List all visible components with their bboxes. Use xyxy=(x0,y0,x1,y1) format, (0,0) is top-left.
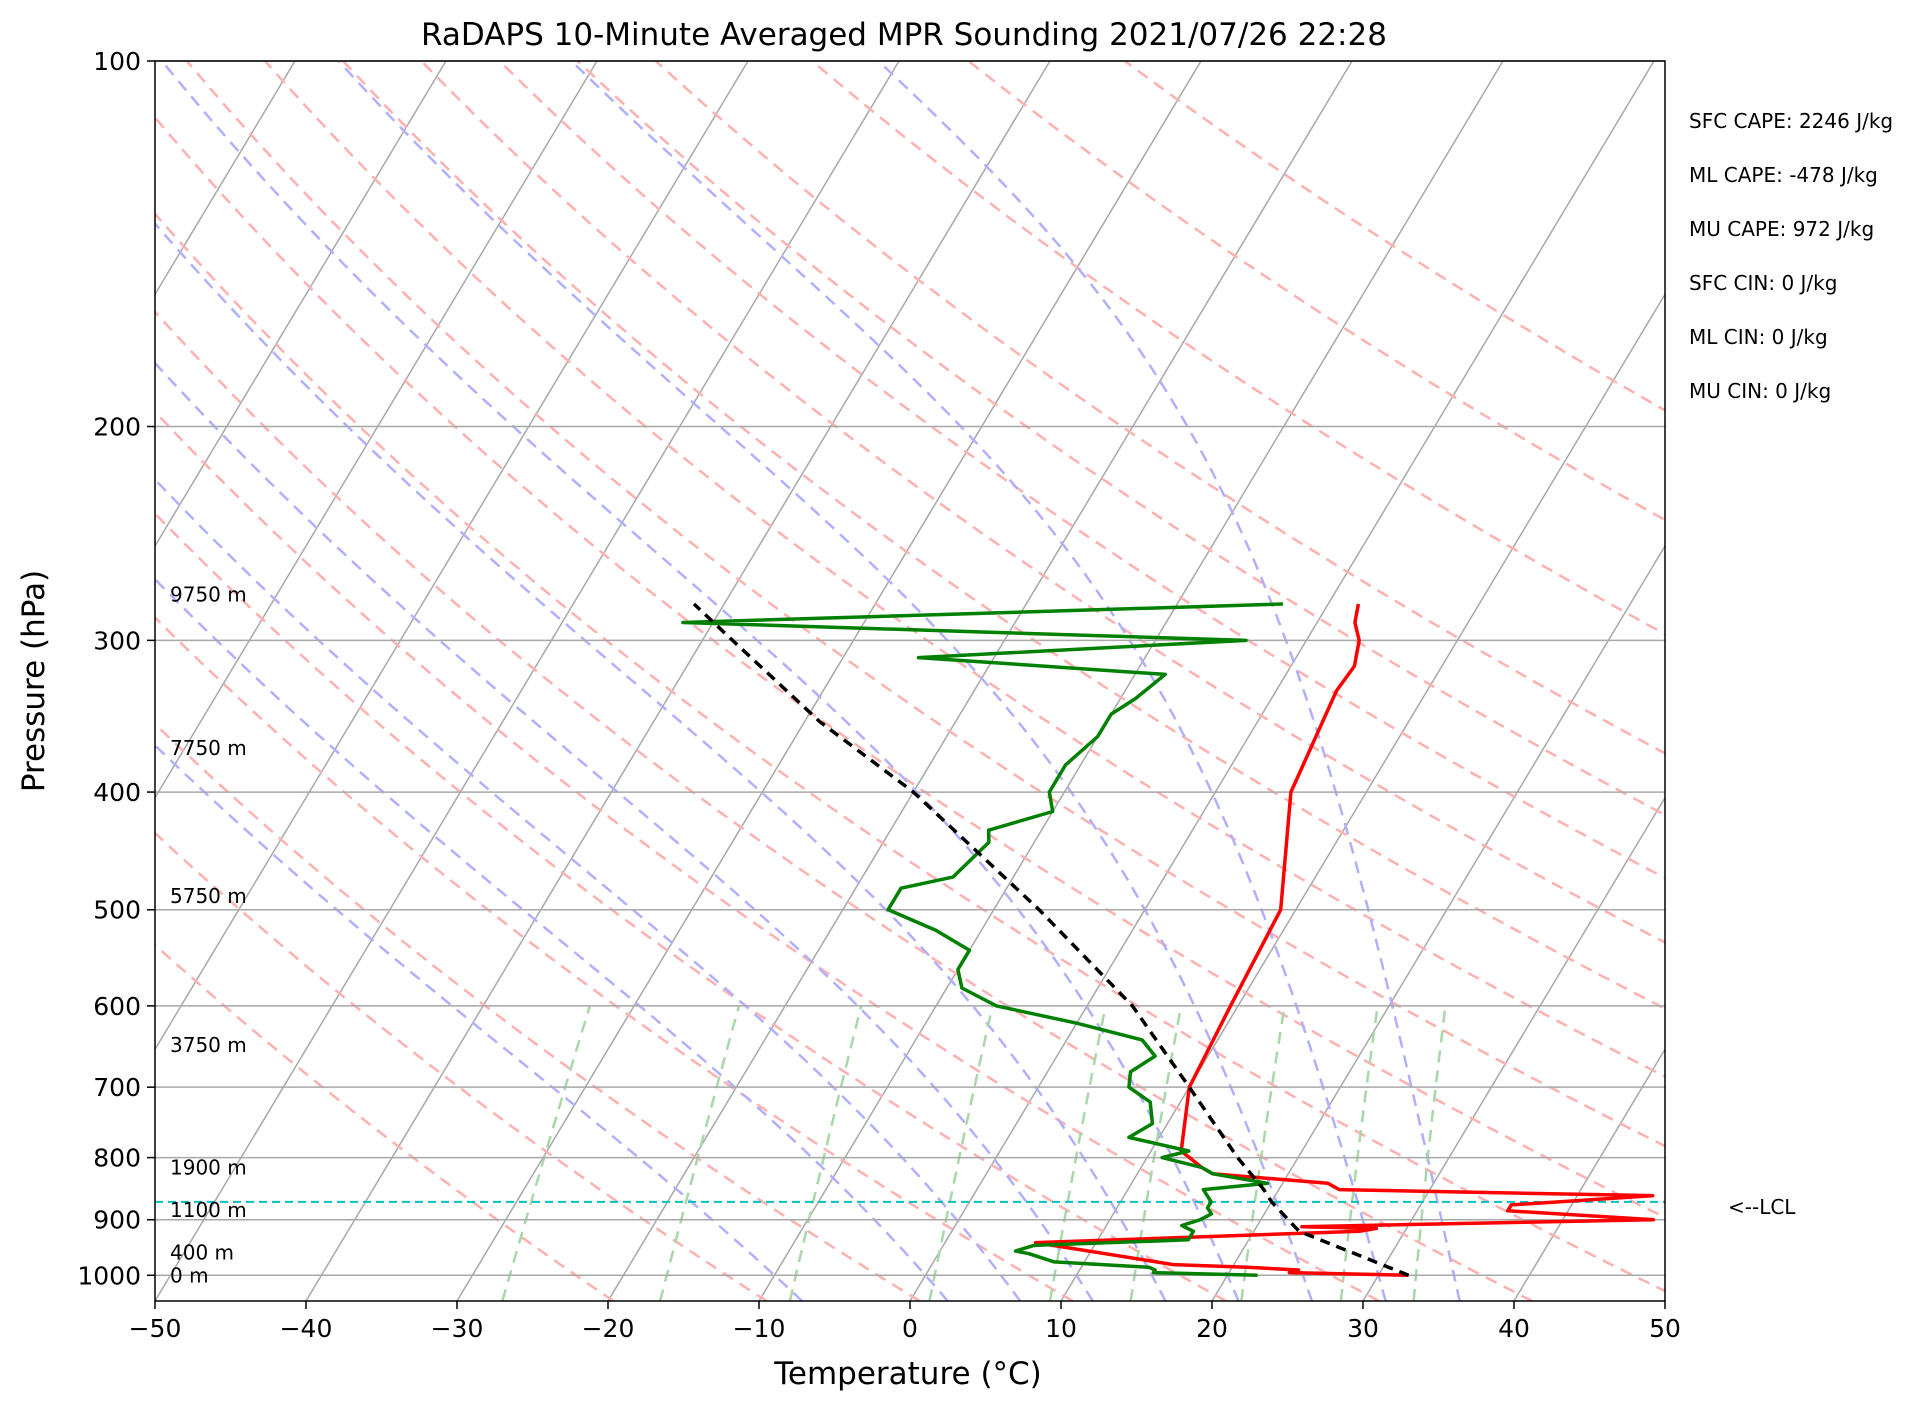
height-label: 0 m xyxy=(170,1263,209,1287)
y-axis-ticks: 100 200 300 400 500 600 700 800 900 1000 xyxy=(77,47,155,1290)
height-label: 5750 m xyxy=(170,884,247,908)
x-tick-label: 20 xyxy=(1196,1314,1228,1343)
x-tick-label: −20 xyxy=(582,1314,635,1343)
mixing-ratio-line xyxy=(788,1005,863,1301)
cape-cin-text: MU CAPE: 972 J/kg xyxy=(1689,217,1874,241)
height-label: 400 m xyxy=(170,1241,234,1265)
dry-adiabat-line xyxy=(185,61,1665,1148)
x-tick-label: −40 xyxy=(280,1314,333,1343)
x-tick-label: 40 xyxy=(1498,1314,1530,1343)
x-tick-label: 30 xyxy=(1347,1314,1379,1343)
y-tick-label: 700 xyxy=(93,1073,141,1102)
y-tick-label: 300 xyxy=(93,626,141,655)
dry-adiabat-line xyxy=(155,409,1380,1301)
dry-adiabat-line xyxy=(155,943,615,1301)
mixing-ratio-line xyxy=(1240,1005,1286,1301)
isotherm-line xyxy=(758,61,1504,1301)
height-label: 3750 m xyxy=(170,1033,247,1057)
mixing-ratio-line xyxy=(501,1005,591,1301)
temperature-line xyxy=(1033,603,1656,1278)
dry-adiabat-line xyxy=(155,722,921,1301)
lcl-layer: <--LCL xyxy=(155,1195,1796,1219)
cape-cin-text: ML CAPE: -478 J/kg xyxy=(1689,163,1878,187)
x-tick-label: 10 xyxy=(1045,1314,1077,1343)
moist-adiabat-line xyxy=(155,577,949,1301)
dry-adiabat-line xyxy=(654,61,1665,755)
x-tick-label: −50 xyxy=(129,1314,182,1343)
y-tick-label: 400 xyxy=(93,778,141,807)
y-tick-label: 100 xyxy=(93,47,141,76)
moist-adiabat-line xyxy=(337,61,1314,1301)
isotherm-line xyxy=(1513,1047,1665,1301)
cape-cin-text: SFC CAPE: 2246 J/kg xyxy=(1689,109,1893,133)
isotherm-line xyxy=(607,61,1353,1301)
x-axis-label: Temperature (°C) xyxy=(773,1356,1042,1392)
moist-adiabat-line xyxy=(155,743,803,1301)
moist-adiabat-line xyxy=(570,61,1387,1301)
dry-adiabat-line xyxy=(155,831,768,1301)
height-labels: 9750 m 7750 m 5750 m 3750 m 1900 m 1100 m 400 … xyxy=(170,582,247,1287)
cape-cin-text: ML CIN: 0 J/kg xyxy=(1689,325,1828,349)
y-tick-label: 500 xyxy=(93,896,141,925)
mixing-ratio-line xyxy=(1048,1005,1107,1301)
dry-adiabat-line xyxy=(264,61,1665,1078)
cape-cin-text: MU CIN: 0 J/kg xyxy=(1689,379,1831,403)
dry-adiabat-line xyxy=(576,61,1665,817)
dry-adiabat-line xyxy=(155,615,1074,1301)
height-label: 1100 m xyxy=(170,1198,247,1222)
y-tick-label: 900 xyxy=(93,1206,141,1235)
y-tick-label: 600 xyxy=(93,992,141,1021)
isotherm-line xyxy=(155,61,749,1051)
isotherm-line xyxy=(1211,544,1665,1301)
dry-adiabat-line xyxy=(420,61,1665,944)
dry-adiabat-line xyxy=(342,61,1665,1011)
isotherm-line xyxy=(1362,796,1665,1301)
moist-adiabat-line xyxy=(877,61,1461,1301)
y-tick-label: 800 xyxy=(93,1144,141,1173)
dry-adiabat-line xyxy=(155,310,1533,1301)
x-tick-label: 50 xyxy=(1649,1314,1681,1343)
dry-adiabat-line xyxy=(155,511,1227,1301)
reference-lines xyxy=(155,61,1665,1301)
moist-adiabat-line xyxy=(155,221,1167,1301)
mixing-ratio-line xyxy=(1129,1005,1183,1301)
dry-adiabat-line xyxy=(155,115,1665,1219)
x-tick-label: 0 xyxy=(902,1314,918,1343)
dry-adiabat-line xyxy=(155,211,1665,1293)
lcl-label: <--LCL xyxy=(1728,1195,1796,1219)
mixing-ratio-line xyxy=(1412,1005,1447,1301)
moist-adiabat-line xyxy=(155,477,1022,1301)
cape-cin-annotations: SFC CAPE: 2246 J/kg ML CAPE: -478 J/kg MU … xyxy=(1689,109,1893,403)
x-tick-label: −10 xyxy=(733,1314,786,1343)
chart-title: RaDAPS 10-Minute Averaged MPR Sounding 2… xyxy=(421,17,1387,53)
height-label: 1900 m xyxy=(170,1155,247,1179)
y-axis-label: Pressure (hPa) xyxy=(16,570,52,792)
height-label: 9750 m xyxy=(170,582,247,606)
isotherm-line xyxy=(155,61,296,296)
isotherm-line xyxy=(305,61,1051,1301)
isotherm-line xyxy=(155,61,598,800)
height-label: 7750 m xyxy=(170,736,247,760)
parcel-path-line xyxy=(692,602,1410,1277)
isobar-lines xyxy=(155,60,1665,1277)
isotherm-line xyxy=(155,61,900,1301)
isotherm-line xyxy=(909,61,1655,1301)
x-tick-label: −30 xyxy=(431,1314,484,1343)
mixing-ratio-line xyxy=(658,1005,741,1301)
mixing-ratio-line xyxy=(928,1005,994,1301)
isotherm-line xyxy=(1060,292,1665,1301)
dewpoint-line xyxy=(681,602,1283,1278)
moist-adiabat-line xyxy=(160,61,1240,1301)
x-axis-ticks: −50 −40 −30 −20 −10 0 10 20 30 40 50 xyxy=(129,1301,1681,1343)
cape-cin-text: SFC CIN: 0 J/kg xyxy=(1689,271,1837,295)
y-tick-label: 1000 xyxy=(77,1261,141,1290)
isotherm-line xyxy=(155,61,447,548)
moist-adiabat-line xyxy=(155,361,1094,1301)
sounding-series xyxy=(681,602,1656,1278)
y-tick-label: 200 xyxy=(93,413,141,442)
mixing-ratio-line xyxy=(1339,1005,1379,1301)
